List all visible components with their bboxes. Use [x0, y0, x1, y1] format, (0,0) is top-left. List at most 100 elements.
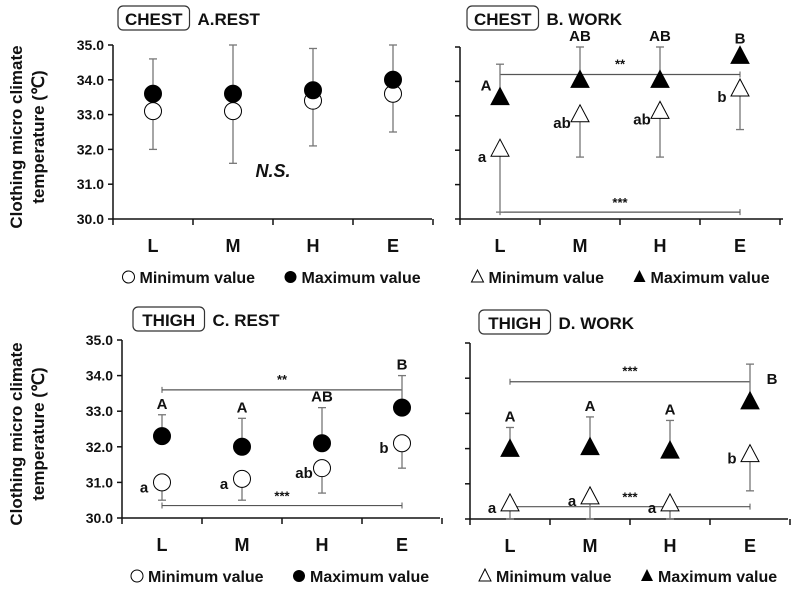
x-tick-label: E [734, 236, 746, 256]
y-tick-label: 33.0 [77, 107, 104, 123]
group-label-max: A [157, 396, 168, 413]
legend-min-label: Minimum value [496, 569, 612, 586]
significance-label: ** [615, 57, 626, 72]
significance-label: *** [274, 489, 290, 504]
max-point [153, 427, 171, 446]
x-tick-label: H [654, 236, 667, 256]
max-point [224, 84, 242, 103]
legend-max-label: Maximum value [651, 270, 770, 287]
y-tick-label: 34.0 [77, 72, 104, 88]
min-point [650, 100, 670, 119]
x-tick-label: E [744, 536, 756, 556]
legend-min-icon [130, 569, 144, 583]
group-label-min: ab [295, 465, 313, 482]
y-axis-label: Clothing micro climate temperature (℃) [7, 45, 48, 228]
y-tick-label: 32.0 [86, 439, 113, 455]
group-label-min: b [717, 89, 726, 106]
legend-max-icon [641, 569, 653, 581]
x-tick-label: H [664, 536, 677, 556]
panel-title: D. WORK [559, 314, 635, 333]
x-tick-label: H [316, 535, 329, 555]
site-box [132, 306, 206, 332]
group-label-min: ab [633, 111, 651, 128]
significance-label: ** [277, 372, 288, 387]
x-tick-label: M [573, 236, 588, 256]
group-label-max: B [397, 357, 408, 374]
site-label: CHEST [125, 10, 183, 29]
min-point [153, 473, 171, 492]
min-point [580, 485, 600, 505]
legend-min-icon [122, 270, 135, 284]
x-tick-label: L [505, 536, 516, 556]
y-tick-label: 31.0 [77, 176, 104, 192]
site-box [478, 309, 552, 335]
min-point [313, 459, 331, 478]
min-point [233, 469, 251, 488]
max-point [233, 437, 251, 456]
legend-min-icon [478, 567, 492, 582]
significance-label: *** [622, 490, 638, 505]
legend-max-label: Maximum value [310, 569, 429, 586]
max-point [730, 45, 750, 64]
x-tick-label: M [583, 536, 598, 556]
y-tick-label: 31.0 [86, 474, 113, 490]
x-tick-label: H [307, 236, 320, 256]
site-box [466, 5, 540, 31]
group-label-min: b [727, 451, 736, 468]
site-label: THIGH [488, 314, 541, 333]
legend-min-label: Minimum value [140, 270, 256, 287]
min-point [740, 443, 760, 463]
legend-max-icon [284, 271, 297, 283]
legend-min-label: Minimum value [148, 569, 264, 586]
min-point [224, 102, 242, 121]
legend-max-label: Maximum value [302, 270, 421, 287]
group-label-min: a [568, 493, 577, 510]
x-tick-label: L [495, 236, 506, 256]
y-tick-label: 35.0 [77, 37, 104, 53]
max-point [144, 84, 162, 103]
site-label: CHEST [474, 10, 532, 29]
site-box [117, 5, 191, 31]
max-point [393, 398, 411, 417]
x-tick-label: E [396, 535, 408, 555]
max-point [304, 81, 322, 100]
min-point [490, 138, 510, 157]
min-point [393, 434, 411, 453]
max-point [490, 86, 510, 106]
x-tick-label: L [148, 236, 159, 256]
group-label-max: AB [649, 28, 671, 45]
max-point [580, 436, 600, 456]
group-label-min: b [379, 440, 388, 457]
legend-max-label: Maximum value [658, 569, 777, 586]
x-tick-label: L [157, 535, 168, 555]
y-tick-label: 30.0 [77, 211, 104, 227]
y-axis-label: Clothing micro climate temperature (℃) [7, 342, 48, 525]
group-label-max: A [505, 408, 516, 425]
min-point [660, 492, 680, 512]
group-label-max: B [735, 30, 746, 47]
group-label-min: a [478, 149, 487, 166]
max-point [660, 440, 680, 459]
x-tick-label: E [387, 236, 399, 256]
panel-title: A.REST [198, 10, 261, 29]
min-point [500, 492, 520, 512]
group-label-max: B [767, 371, 778, 388]
legend-max-icon [633, 270, 646, 282]
significance-label: *** [612, 195, 628, 210]
group-label-max: A [585, 398, 596, 415]
max-point [650, 69, 670, 88]
panel-title: C. REST [213, 311, 281, 330]
y-tick-label: 30.0 [86, 510, 113, 526]
group-label-min: a [140, 479, 149, 496]
group-label-max: A [481, 78, 492, 95]
group-label-max: AB [569, 28, 591, 45]
group-label-max: A [237, 399, 248, 416]
legend-max-icon [293, 570, 305, 582]
group-label-min: a [648, 500, 657, 517]
max-point [313, 434, 331, 453]
group-label-max: A [665, 401, 676, 418]
legend-min-icon [470, 268, 485, 283]
max-point [740, 390, 760, 410]
max-point [384, 70, 402, 89]
